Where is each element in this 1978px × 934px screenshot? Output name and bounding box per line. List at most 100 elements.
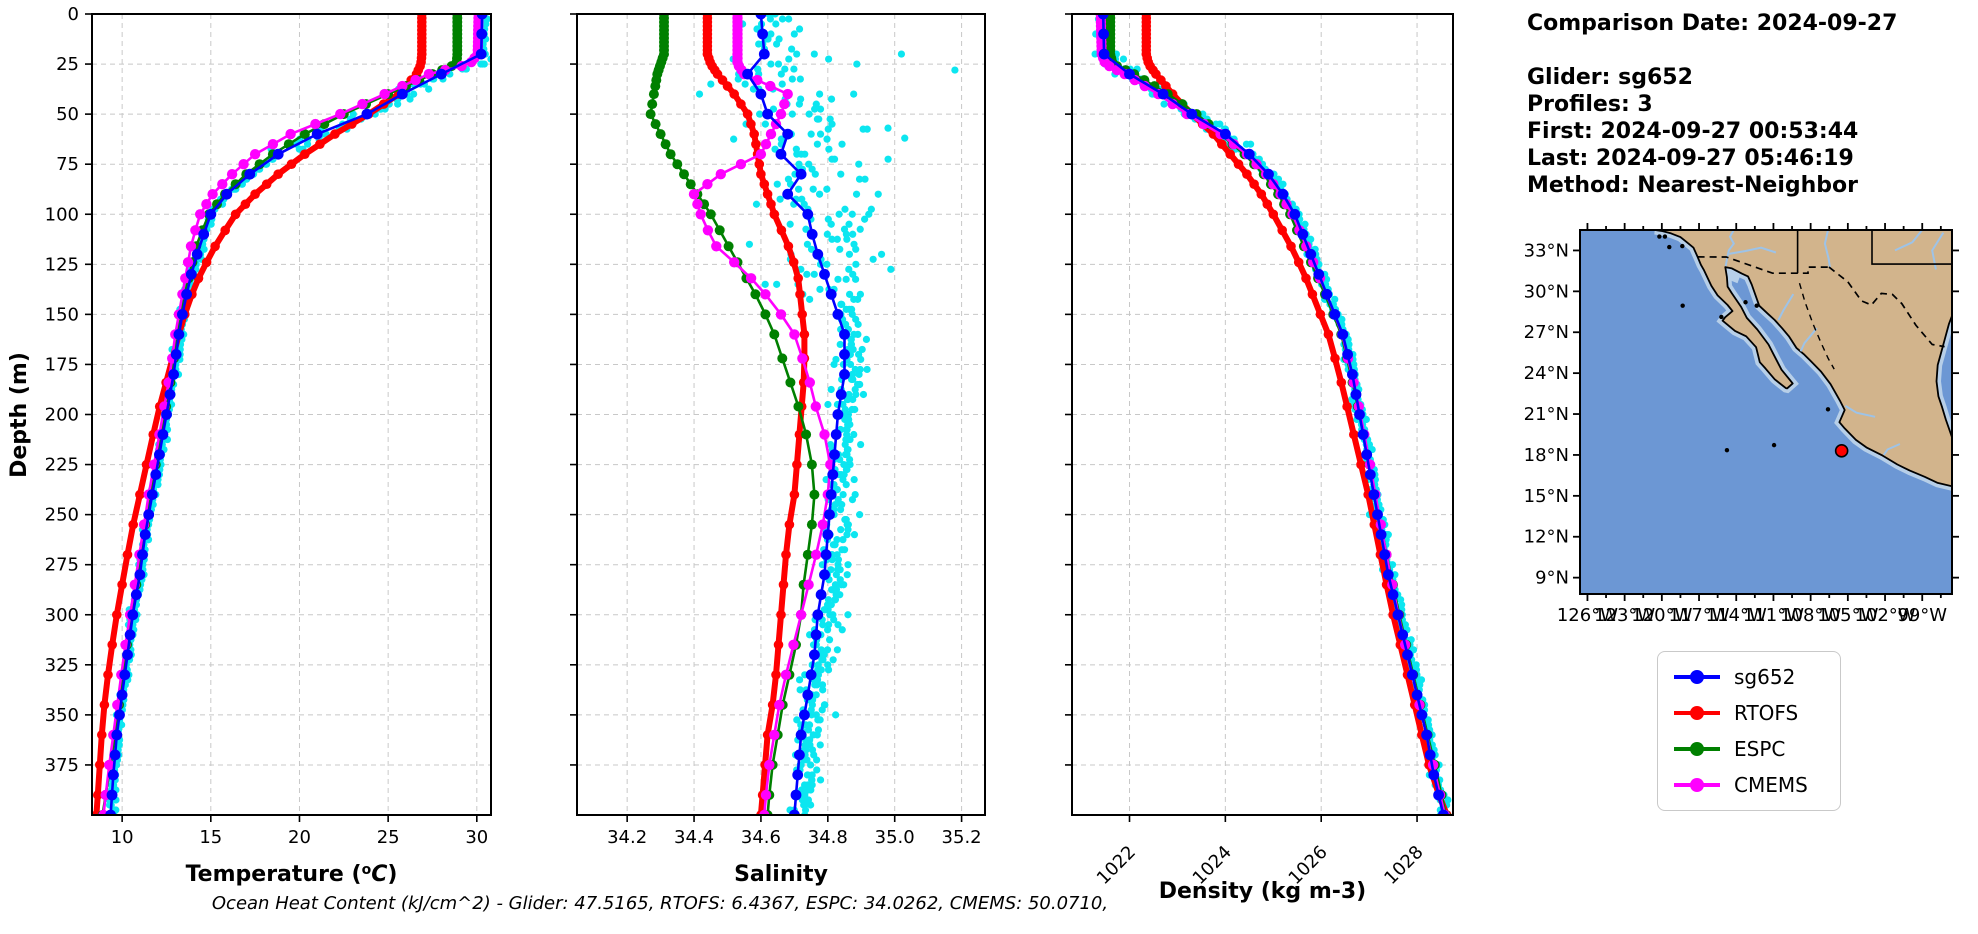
svg-text:20: 20 <box>288 827 311 848</box>
svg-text:350: 350 <box>45 705 79 726</box>
legend-line-sample <box>1674 742 1720 756</box>
svg-text:175: 175 <box>45 354 79 375</box>
salinity-tick-labels: 34.2 34.4 34.6 34.8 35.0 35.2 <box>607 827 982 848</box>
first-profile-time-text: First: 2024-09-27 00:53:44 <box>1527 119 1859 144</box>
legend-label: sg652 <box>1734 665 1796 689</box>
svg-text:111°W: 111°W <box>1743 605 1804 625</box>
temperature-tick-labels: 10 15 20 25 30025507510012515017520022525027… <box>45 4 489 848</box>
svg-text:114°W: 114°W <box>1706 605 1767 625</box>
svg-text:225: 225 <box>45 455 79 476</box>
legend-label: RTOFS <box>1734 701 1799 725</box>
svg-text:200: 200 <box>45 405 79 426</box>
legend-marker-dot <box>1690 742 1704 756</box>
svg-text:9°N: 9°N <box>1535 568 1569 589</box>
temperature-axis-title: Temperature (oC) <box>186 862 398 887</box>
svg-text:105°W: 105°W <box>1817 605 1878 625</box>
map-frame <box>1579 229 1953 595</box>
state-border-nm-tx <box>1871 230 1952 265</box>
legend-label: CMEMS <box>1734 773 1808 797</box>
svg-text:35.0: 35.0 <box>875 827 915 848</box>
salinity-axis-title: Salinity <box>734 862 828 887</box>
svg-text:34.8: 34.8 <box>808 827 848 848</box>
legend-marker-dot <box>1690 670 1704 684</box>
svg-text:25: 25 <box>56 54 79 75</box>
svg-text:117°W: 117°W <box>1668 605 1729 625</box>
svg-text:325: 325 <box>45 655 79 676</box>
svg-text:27°N: 27°N <box>1524 322 1569 343</box>
comparison-info-block: Comparison Date: 2024-09-27 Glider: sg65… <box>1527 10 1897 199</box>
svg-text:250: 250 <box>45 505 79 526</box>
temperature-series-sg652 <box>105 14 488 815</box>
svg-text:375: 375 <box>45 755 79 776</box>
legend-item-CMEMS: CMEMS <box>1674 772 1824 798</box>
svg-text:123°W: 123°W <box>1594 605 1655 625</box>
svg-text:30°N: 30°N <box>1524 281 1569 302</box>
svg-text:1028: 1028 <box>1380 842 1427 889</box>
legend-item-RTOFS: RTOFS <box>1674 700 1824 726</box>
density-series-sg652 <box>1097 14 1449 815</box>
svg-text:99°W: 99°W <box>1897 605 1947 625</box>
legend: sg652 RTOFS ESPC CMEMS <box>1657 651 1841 811</box>
svg-text:12°N: 12°N <box>1524 527 1569 548</box>
svg-text:25: 25 <box>377 827 400 848</box>
svg-text:300: 300 <box>45 605 79 626</box>
svg-text:50: 50 <box>56 104 79 125</box>
info-spacer <box>1527 37 1897 64</box>
map-ticks <box>1573 223 1959 601</box>
temperature-ticks <box>85 13 478 822</box>
comparison-date-text: Comparison Date: 2024-09-27 <box>1527 11 1898 36</box>
svg-text:275: 275 <box>45 555 79 576</box>
glider-name-text: Glider: sg652 <box>1527 65 1693 90</box>
svg-text:30: 30 <box>465 827 488 848</box>
profiles-count-text: Profiles: 3 <box>1527 92 1653 117</box>
legend-item-sg652: sg652 <box>1674 664 1824 690</box>
rivers <box>1724 230 1945 456</box>
temperature-plot-area <box>92 14 491 815</box>
land-mass <box>1654 230 1952 488</box>
svg-text:100: 100 <box>45 204 79 225</box>
svg-text:18°N: 18°N <box>1524 445 1569 466</box>
svg-text:10: 10 <box>111 827 134 848</box>
svg-text:33°N: 33°N <box>1524 240 1569 261</box>
glider-position-marker <box>1834 444 1849 458</box>
temperature-panel: 10 15 20 25 30025507510012515017520022525027… <box>45 4 492 887</box>
svg-text:21°N: 21°N <box>1524 404 1569 425</box>
svg-text:15°N: 15°N <box>1524 486 1569 507</box>
legend-item-ESPC: ESPC <box>1674 736 1824 762</box>
salinity-plot-area <box>645 14 959 815</box>
temperature-gridlines <box>92 13 491 815</box>
map-tick-labels: 33°N 30°N 27°N 24°N 21°N 18°N 15°N 12°N 9°N 126°W… <box>1524 240 1948 625</box>
last-profile-time-text: Last: 2024-09-27 05:46:19 <box>1527 146 1854 171</box>
svg-text:120°W: 120°W <box>1631 605 1692 625</box>
density-ticks <box>1065 13 1418 822</box>
ocean-heat-content-text: Ocean Heat Content (kJ/cm^2) - Glider: 4… <box>211 893 1109 914</box>
location-map: 33°N 30°N 27°N 24°N 21°N 18°N 15°N 12°N 9°N 126°W… <box>1524 223 1959 625</box>
svg-text:0: 0 <box>68 4 79 25</box>
legend-line-sample <box>1674 670 1720 684</box>
density-axis-title: Density (kg m-3) <box>1159 879 1367 904</box>
svg-text:34.2: 34.2 <box>607 827 647 848</box>
method-text: Method: Nearest-Neighbor <box>1527 173 1858 198</box>
rio-grande-border <box>1828 266 1945 348</box>
density-gridlines <box>1072 13 1453 815</box>
salinity-series-CMEMS <box>688 14 836 815</box>
depth-axis-label: Depth (m) <box>7 352 32 478</box>
legend-label: ESPC <box>1734 737 1786 761</box>
map-geography <box>1654 230 1952 491</box>
us-mexico-border <box>1697 256 1829 275</box>
legend-marker-dot <box>1690 778 1704 792</box>
svg-text:150: 150 <box>45 304 79 325</box>
islands <box>1657 234 1831 453</box>
density-plot-area <box>1091 14 1452 815</box>
svg-text:34.6: 34.6 <box>741 827 781 848</box>
mexican-state-border <box>1798 283 1835 370</box>
salinity-panel: 34.2 34.4 34.6 34.8 35.0 35.2 Salinity <box>570 13 986 887</box>
svg-text:102°W: 102°W <box>1854 605 1915 625</box>
svg-text:34.4: 34.4 <box>674 827 714 848</box>
svg-text:126°W: 126°W <box>1557 605 1618 625</box>
svg-text:125: 125 <box>45 254 79 275</box>
salinity-ticks <box>570 13 963 822</box>
svg-text:15: 15 <box>199 827 222 848</box>
